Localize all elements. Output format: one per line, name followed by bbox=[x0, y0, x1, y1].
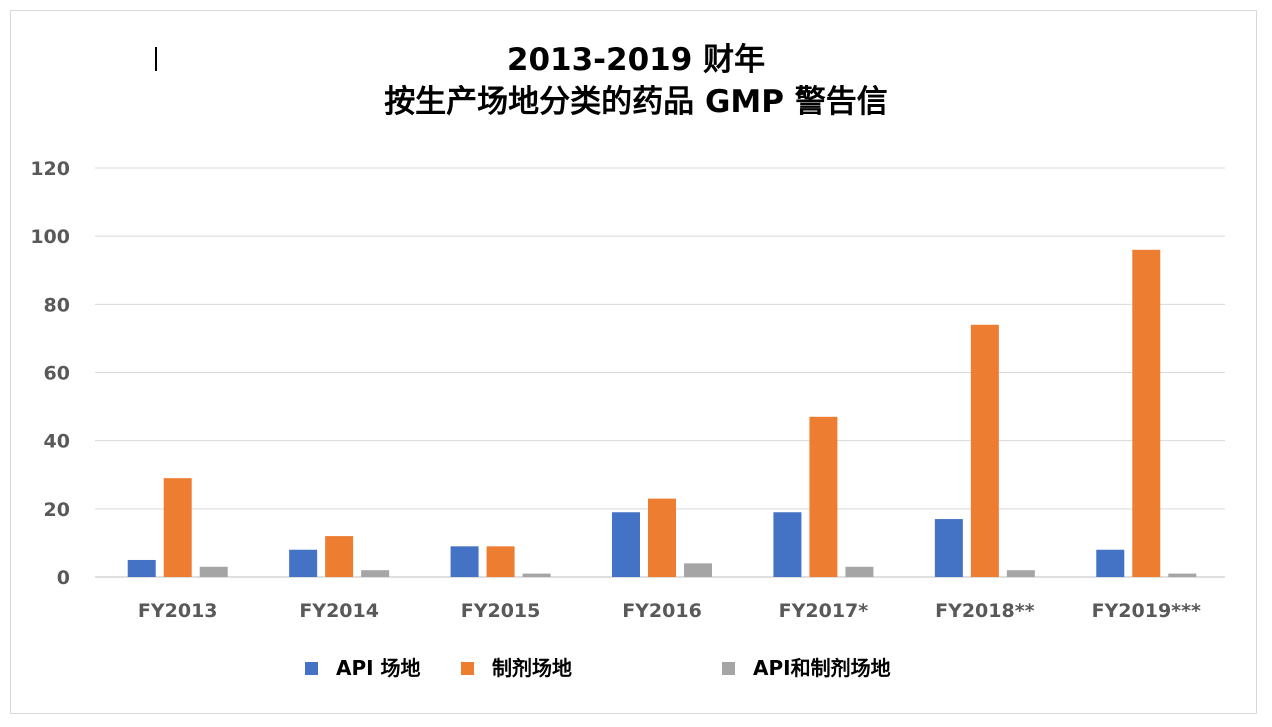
x-tick-label-FY2019: FY2019*** bbox=[1092, 600, 1201, 622]
y-tick-label-0: 0 bbox=[57, 567, 70, 589]
chart-title: 2013-2019 财年 bbox=[506, 42, 766, 78]
y-tick-label-100: 100 bbox=[30, 226, 70, 248]
x-tick-label-FY2013: FY2013 bbox=[138, 600, 218, 622]
legend-label-api: API 场地 bbox=[336, 656, 421, 680]
y-tick-label-20: 20 bbox=[44, 499, 70, 521]
x-tick-label-FY2015: FY2015 bbox=[461, 600, 541, 622]
legend-label-api-and-formulation: API和制剂场地 bbox=[753, 656, 891, 680]
bar-FY2016-series-1 bbox=[648, 498, 676, 577]
bar-FY2017-series-1 bbox=[809, 416, 838, 577]
bar-FY2014-series-0 bbox=[289, 549, 318, 577]
bar-FY2017-series-2 bbox=[845, 566, 874, 577]
y-tick-label-80: 80 bbox=[44, 294, 70, 316]
x-tick-label-FY2016: FY2016 bbox=[622, 600, 702, 622]
legend-swatch-formulation bbox=[461, 661, 474, 675]
bar-FY2015-series-0 bbox=[450, 546, 479, 577]
text-cursor bbox=[155, 47, 157, 71]
x-tick-label-FY2018: FY2018** bbox=[935, 600, 1035, 622]
legend-swatch-api bbox=[305, 661, 318, 675]
y-tick-label-120: 120 bbox=[30, 158, 70, 180]
bar-FY2016-series-0 bbox=[612, 512, 640, 577]
legend-label-formulation: 制剂场地 bbox=[492, 656, 572, 680]
chart-subtitle: 按生产场地分类的药品 GMP 警告信 bbox=[384, 84, 888, 120]
bar-FY2019-series-2 bbox=[1168, 573, 1197, 577]
bar-FY2013-series-2 bbox=[199, 566, 228, 577]
bar-FY2015-series-2 bbox=[522, 573, 551, 577]
bar-FY2015-series-1 bbox=[486, 546, 515, 577]
bar-FY2018-series-2 bbox=[1006, 570, 1035, 577]
y-tick-label-60: 60 bbox=[44, 363, 70, 385]
legend-item-api: API 场地 bbox=[305, 655, 421, 681]
bar-FY2019-series-1 bbox=[1132, 249, 1161, 578]
bar-FY2018-series-1 bbox=[970, 324, 999, 577]
legend-item-api-and-formulation: API和制剂场地 bbox=[722, 655, 891, 681]
bar-FY2014-series-1 bbox=[325, 536, 354, 577]
y-tick-label-40: 40 bbox=[44, 431, 70, 453]
bar-FY2013-series-0 bbox=[127, 559, 156, 577]
bar-FY2019-series-0 bbox=[1096, 549, 1125, 577]
x-tick-label-FY2017: FY2017* bbox=[779, 600, 869, 622]
bar-FY2013-series-1 bbox=[163, 478, 192, 577]
bar-FY2017-series-0 bbox=[773, 512, 802, 577]
chart-frame bbox=[10, 10, 1257, 714]
bar-FY2018-series-0 bbox=[934, 519, 963, 577]
legend-swatch-api-and-formulation bbox=[722, 661, 735, 675]
x-tick-label-FY2014: FY2014 bbox=[299, 600, 379, 622]
bar-FY2016-series-2 bbox=[684, 563, 712, 577]
legend-item-formulation: 制剂场地 bbox=[461, 655, 572, 681]
bar-FY2014-series-2 bbox=[361, 570, 390, 577]
